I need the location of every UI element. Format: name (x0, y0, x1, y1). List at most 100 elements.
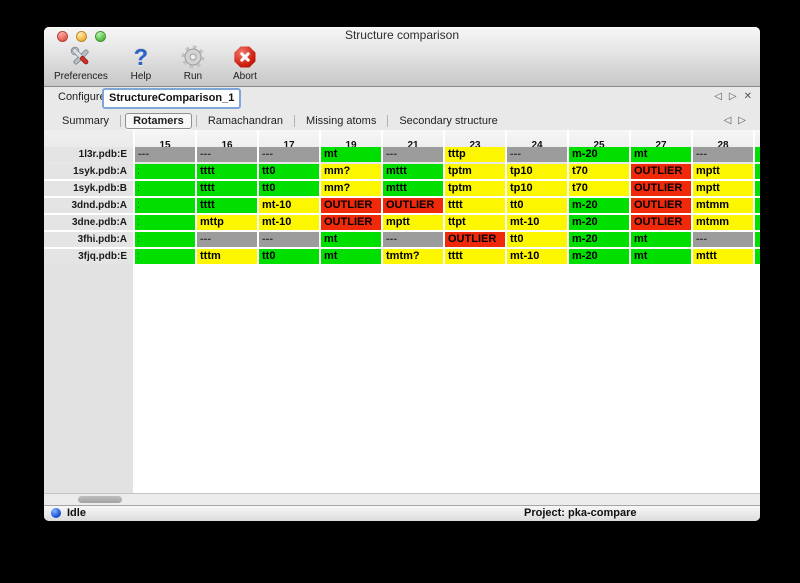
table-cell[interactable]: t (135, 164, 195, 179)
table-cell[interactable]: --- (383, 147, 443, 162)
table-cell[interactable]: t (135, 198, 195, 213)
row-label[interactable]: 3dnd.pdb:A (44, 198, 133, 213)
table-cell[interactable]: tttp (445, 147, 505, 162)
table-cell[interactable]: ttpt (445, 215, 505, 230)
table-cell[interactable]: OUTLIER (321, 215, 381, 230)
table-cell[interactable]: m-20 (569, 249, 629, 264)
tab-rotamers[interactable]: Rotamers (125, 112, 192, 129)
table-cell[interactable]: tttt (445, 198, 505, 213)
table-cell[interactable]: OUTLIER (631, 181, 691, 196)
horizontal-scrollbar-thumb[interactable] (78, 496, 122, 503)
preferences-button[interactable]: Preferences (54, 43, 108, 82)
table-cell[interactable]: mptt (693, 181, 753, 196)
table-cell[interactable]: mt-10 (507, 215, 567, 230)
table-cell[interactable]: mt (631, 232, 691, 247)
table-cell[interactable]: OUTLIER (445, 232, 505, 247)
table-cell[interactable]: tttm (197, 249, 257, 264)
table-cell[interactable]: tptm (445, 164, 505, 179)
table-cell[interactable]: tt0 (507, 232, 567, 247)
table-cell[interactable]: tttt (197, 181, 257, 196)
configure-next-arrow[interactable]: ▷ (728, 91, 737, 102)
table-cell[interactable]: m-20 (569, 198, 629, 213)
table-cell[interactable]: OUTLIER (321, 198, 381, 213)
row-label[interactable]: 3fhi.pdb:A (44, 232, 133, 247)
title-bar[interactable]: Structure comparison (44, 27, 760, 42)
table-cell[interactable]: --- (693, 147, 753, 162)
tab-secondary-structure[interactable]: Secondary structure (399, 114, 498, 127)
table-cell[interactable]: --- (135, 147, 195, 162)
table-cell[interactable]: mtmm (693, 215, 753, 230)
tab-ramachandran[interactable]: Ramachandran (207, 114, 284, 127)
tabs-next-arrow[interactable]: ▷ (738, 115, 746, 126)
table-cell[interactable]: tt0 (507, 198, 567, 213)
table-cell[interactable]: --- (693, 232, 753, 247)
table-cell[interactable]: t70 (569, 181, 629, 196)
tab-missing-atoms[interactable]: Missing atoms (306, 114, 377, 127)
table-cell[interactable]: tt0 (259, 181, 319, 196)
table-cell[interactable]: mt (321, 232, 381, 247)
tab-summary[interactable]: Summary (62, 114, 110, 127)
table-cell[interactable]: mt (321, 249, 381, 264)
row-label[interactable]: 1l3r.pdb:E (44, 147, 133, 162)
table-cell[interactable]: tttt (197, 198, 257, 213)
help-button[interactable]: ? Help (122, 43, 160, 82)
table-cell[interactable]: mt (631, 147, 691, 162)
configuration-name-field[interactable]: StructureComparison_1 (102, 88, 242, 109)
table-cell[interactable]: mt-10 (259, 198, 319, 213)
table-cell[interactable]: --- (197, 147, 257, 162)
table-cell[interactable]: m-20 (569, 215, 629, 230)
window-chrome: Structure comparison Preferences ? (44, 27, 760, 87)
table-cell[interactable]: mttt (693, 249, 753, 264)
row-label[interactable]: 1syk.pdb:A (44, 164, 133, 179)
table-cell[interactable]: mt-10 (507, 249, 567, 264)
table-cell[interactable]: --- (197, 232, 257, 247)
configure-close-icon[interactable]: ✕ (743, 91, 752, 102)
close-window-button[interactable] (57, 31, 68, 42)
table-cell[interactable]: mptt (693, 164, 753, 179)
table-cell[interactable]: --- (383, 232, 443, 247)
zoom-window-button[interactable] (95, 31, 106, 42)
table-cell[interactable]: mptt (383, 215, 443, 230)
table-cell[interactable]: OUTLIER (383, 198, 443, 213)
table-cell[interactable]: OUTLIER (631, 164, 691, 179)
table-cell[interactable]: t (135, 232, 195, 247)
table-cell[interactable]: --- (507, 147, 567, 162)
table-cell[interactable]: mtmm (693, 198, 753, 213)
row-label[interactable]: 3dne.pdb:A (44, 215, 133, 230)
run-button[interactable]: Run (174, 43, 212, 82)
tab-divider (294, 114, 296, 127)
table-cell[interactable]: m-20 (569, 147, 629, 162)
table-cell[interactable]: t70 (569, 164, 629, 179)
table-cell[interactable]: mttt (383, 164, 443, 179)
table-cell[interactable]: mm? (321, 164, 381, 179)
table-cell[interactable]: tp10 (507, 181, 567, 196)
table-cell[interactable]: tt0 (259, 164, 319, 179)
table-cell[interactable]: m-20 (569, 232, 629, 247)
table-cell[interactable]: mttp (197, 215, 257, 230)
configure-prev-arrow[interactable]: ◁ (714, 91, 722, 102)
minimize-window-button[interactable] (76, 31, 87, 42)
table-cell[interactable]: mttt (383, 181, 443, 196)
table-cell[interactable]: t (135, 249, 195, 264)
table-cell[interactable]: mt (321, 147, 381, 162)
table-cell[interactable]: tt0 (259, 249, 319, 264)
table-cell[interactable]: --- (259, 147, 319, 162)
table-cell[interactable]: t (135, 181, 195, 196)
table-cell[interactable]: mt (631, 249, 691, 264)
row-label[interactable]: 3fjq.pdb:E (44, 249, 133, 264)
table-cell[interactable]: mt-10 (259, 215, 319, 230)
table-cell[interactable]: tttt (197, 164, 257, 179)
table-cell[interactable]: OUTLIER (631, 215, 691, 230)
table-cell[interactable]: mm? (321, 181, 381, 196)
table-cell[interactable]: tptm (445, 181, 505, 196)
tabs-prev-arrow[interactable]: ◁ (723, 115, 732, 126)
row-label[interactable]: 1syk.pdb:B (44, 181, 133, 196)
table-cell[interactable]: tmtm? (383, 249, 443, 264)
table-cell[interactable]: t (135, 215, 195, 230)
table-cell[interactable]: tp10 (507, 164, 567, 179)
horizontal-scrollbar-track[interactable] (44, 493, 760, 506)
table-cell[interactable]: --- (259, 232, 319, 247)
table-cell[interactable]: tttt (445, 249, 505, 264)
table-cell[interactable]: OUTLIER (631, 198, 691, 213)
abort-button[interactable]: Abort (226, 43, 264, 82)
